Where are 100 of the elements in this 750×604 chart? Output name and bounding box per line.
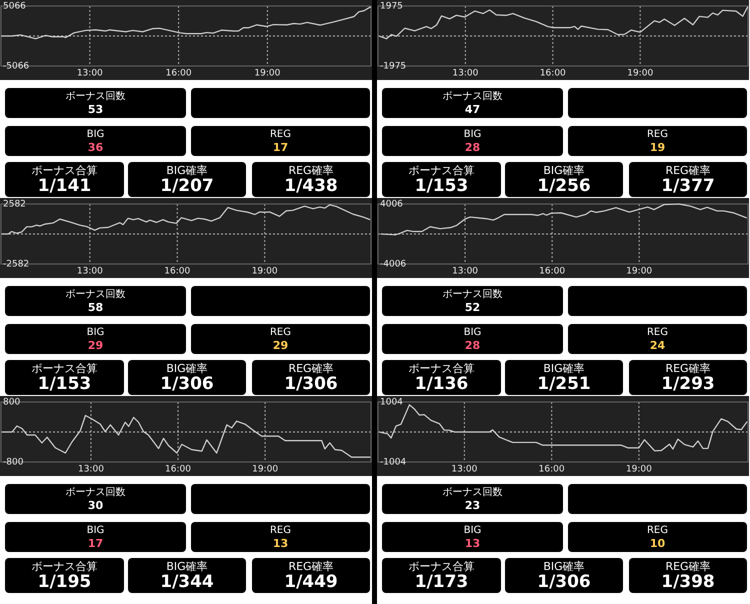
text: 1/449 <box>283 572 339 592</box>
text: 1/173 <box>414 572 470 592</box>
text: ボーナス回数 <box>442 487 504 499</box>
text: 23 <box>464 499 482 513</box>
text: REG <box>268 129 292 141</box>
text: REG <box>268 525 292 537</box>
text: REG確率 <box>664 560 712 573</box>
text: 13 <box>272 537 290 551</box>
y-tick-label: 5066 <box>3 1 26 12</box>
x-tick-label: 19:00 <box>252 464 278 474</box>
text: REG確率 <box>287 164 335 177</box>
text: 1/153 <box>36 374 92 394</box>
text: ボーナス合算 <box>408 164 476 177</box>
x-tick-label: 19:00 <box>627 68 654 78</box>
x-tick-label: 16:00 <box>539 266 566 276</box>
text: 1/195 <box>36 572 92 592</box>
text: 1/136 <box>414 374 470 394</box>
text: ボーナス合算 <box>408 560 476 573</box>
text: BIG確率 <box>542 362 586 375</box>
text: REG <box>646 129 669 141</box>
text: ボーナス回数 <box>64 289 126 301</box>
text: 1/306 <box>536 572 592 592</box>
text: REG確率 <box>664 362 712 375</box>
x-tick-label: 16:00 <box>165 464 192 474</box>
text: 58 <box>86 301 104 315</box>
x-tick-label: 16:00 <box>540 68 566 78</box>
x-tick-label: 19:00 <box>626 266 652 276</box>
text: 1/306 <box>159 374 215 394</box>
x-tick-label: 13:00 <box>76 68 104 78</box>
text: 1/293 <box>660 374 716 394</box>
text: BIG確率 <box>542 560 586 573</box>
text: REG確率 <box>287 560 335 573</box>
x-tick-label: 19:00 <box>626 464 652 474</box>
text: 28 <box>464 141 482 155</box>
y-tick-label: -5066 <box>3 61 30 72</box>
text: BIG <box>462 129 482 141</box>
text: 1/153 <box>414 176 470 196</box>
text: 13 <box>464 537 482 551</box>
text: 19 <box>648 141 666 155</box>
text: BIG <box>462 327 482 339</box>
text: 36 <box>86 141 104 155</box>
x-tick-label: 13:00 <box>76 266 104 276</box>
text: 52 <box>464 301 482 315</box>
text: 17 <box>86 537 104 551</box>
text: ボーナス回数 <box>64 91 126 103</box>
text: 29 <box>86 339 104 353</box>
text: REG確率 <box>287 362 335 375</box>
text: 24 <box>648 339 666 353</box>
text: ボーナス合算 <box>30 164 98 177</box>
text: 29 <box>272 339 290 353</box>
text: BIG確率 <box>542 164 586 177</box>
x-tick-label: 13:00 <box>451 464 478 474</box>
text: REG <box>646 525 669 537</box>
text: REG <box>268 327 292 339</box>
y-tick-label: -2582 <box>3 259 30 270</box>
x-tick-label: 13:00 <box>452 68 479 78</box>
text: ボーナス回数 <box>442 289 504 301</box>
x-tick-label: 16:00 <box>164 266 190 276</box>
text: 1/377 <box>660 176 716 196</box>
x-tick-label: 16:00 <box>538 464 565 474</box>
text: 1/207 <box>159 176 215 196</box>
text: 10 <box>648 537 666 551</box>
y-tick-label: 2582 <box>3 199 26 210</box>
y-tick-label: -800 <box>3 457 24 468</box>
text: BIG <box>86 129 106 141</box>
text: ボーナス合算 <box>30 560 98 573</box>
text: BIG確率 <box>165 362 209 375</box>
text: 1/398 <box>660 572 716 592</box>
y-tick-label: 1975 <box>380 1 403 12</box>
y-tick-label: -4006 <box>380 259 406 270</box>
text: 1/306 <box>283 374 339 394</box>
text: BIG <box>462 525 482 537</box>
text: BIG <box>86 327 106 339</box>
x-tick-label: 16:00 <box>166 68 192 78</box>
text: 17 <box>272 141 290 155</box>
text: 28 <box>464 339 482 353</box>
y-tick-label: -1004 <box>380 457 406 468</box>
text: ボーナス合算 <box>30 362 98 375</box>
y-tick-label: 4006 <box>380 199 404 210</box>
text: 47 <box>464 103 482 117</box>
text: 1/251 <box>536 374 592 394</box>
text: ボーナス回数 <box>442 91 504 103</box>
x-tick-label: 13:00 <box>78 464 104 474</box>
text: BIG確率 <box>165 560 209 573</box>
x-tick-label: 19:00 <box>254 68 281 78</box>
y-tick-label: -1975 <box>380 61 406 72</box>
text: 30 <box>86 499 104 513</box>
text: ボーナス合算 <box>408 362 476 375</box>
text: 1/141 <box>36 176 92 196</box>
text: BIG <box>86 525 106 537</box>
text: 1/438 <box>283 176 339 196</box>
text: REG <box>646 327 669 339</box>
text: BIG確率 <box>165 164 209 177</box>
text: 1/256 <box>536 176 592 196</box>
text: 53 <box>86 103 104 117</box>
text: 1/344 <box>159 572 215 592</box>
text: REG確率 <box>664 164 712 177</box>
x-tick-label: 19:00 <box>252 266 278 276</box>
y-tick-label: 800 <box>3 397 20 408</box>
x-tick-label: 13:00 <box>452 266 478 276</box>
